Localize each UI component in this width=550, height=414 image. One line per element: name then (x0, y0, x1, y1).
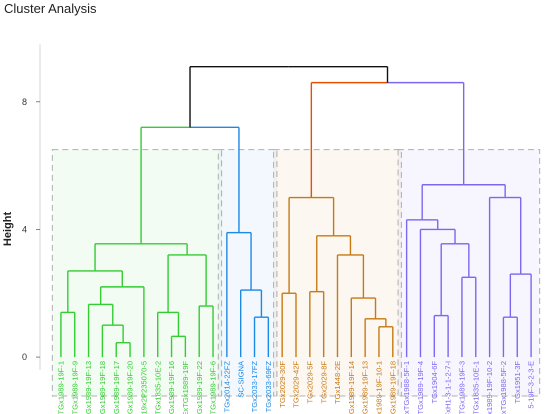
dendrogram-branches (60, 65, 532, 358)
y-tick-label: 0 (22, 352, 27, 362)
leaf-labels: ExTGx1989-19F-1 ExTGx1989-19F-9 ExTGx1989-… (57, 360, 536, 414)
leaf-label: ExTGx1989-19F (181, 361, 190, 414)
leaf-label: TGx2029-42F (292, 361, 301, 408)
chart-title: Cluster Analysis (4, 1, 97, 16)
leaf-label: ExTGx1989-19F-3 (458, 361, 467, 414)
cluster-box-fill (218, 149, 277, 396)
leaf-label: TGx2029-8F (319, 361, 328, 404)
leaf-label: ExTGx1989-19F-22 (195, 361, 204, 414)
y-axis-label: Height (2, 212, 14, 247)
leaf-label: FxH1-3-1-1-2-7-I (444, 361, 453, 414)
leaf-label: TGx1904-6F (430, 361, 439, 404)
y-axis: 0 4 8 (22, 44, 41, 370)
leaf-label: TGx1989-19F-14 (347, 361, 356, 414)
leaf-label: TGx2033-17FZ (250, 361, 259, 413)
leaf-label: DxTGx1835-10E-2 (153, 361, 162, 414)
leaf-label: TGx2014-22FZ (222, 361, 231, 413)
leaf-label: TGx1989-19F-18 (388, 361, 397, 414)
cluster-box-fill (52, 149, 222, 396)
leaf-label: TGx1989-19F-10-2 (485, 361, 494, 414)
cluster-box (217, 149, 278, 397)
leaf-label: ExTGx1989-19F-13 (84, 361, 93, 414)
y-tick-label: 4 (22, 224, 27, 234)
cluster-boxes (51, 149, 541, 397)
cluster-box (273, 149, 402, 397)
leaf-label: ExTGx1989-19F-16 (167, 361, 176, 414)
leaf-label: ExTGx1989-19F-6 (209, 361, 218, 414)
leaf-label: TGx1448-2E (333, 361, 342, 404)
leaf-label: ExTGx1989-19F-17 (112, 361, 121, 414)
leaf-label: ExTGx1989-19F-9 (70, 361, 79, 414)
leaf-label: DxTGx1989-19F-4 (416, 361, 425, 414)
leaf-label: SC-SIGNA (236, 360, 245, 398)
leaf-label: TGx2033-69FZ (264, 361, 273, 413)
leaf-label: TGx1989-19F-13 (361, 361, 370, 414)
leaf-label: 2ExTGx1988-5F-1 (402, 361, 411, 414)
leaf-label: ExTGx1989-19F-20 (126, 361, 135, 414)
leaf-label: ExTGx1989-19F-1 (57, 361, 66, 414)
leaf-label: 9-19x2P235070-5 (139, 361, 148, 414)
leaf-label: ExTGx1989-19F-18 (98, 361, 107, 414)
cluster-box (397, 149, 541, 397)
leaf-label: TGx2029-30F (278, 361, 287, 408)
leaf-label: TGx1989-19F-10-1 (375, 361, 384, 414)
leaf-label: 2FxTGx1988-5F-2 (499, 361, 508, 414)
leaf-label: TGx1951-3F (513, 361, 522, 404)
leaf-label: DxTGx1835-10E-1 (471, 361, 480, 414)
y-tick-label: 8 (22, 97, 27, 107)
cluster-box (51, 149, 223, 397)
leaf-label: 5-19F-3-2-3-E (527, 361, 536, 409)
leaf-label: TGx2029-5F (305, 361, 314, 404)
